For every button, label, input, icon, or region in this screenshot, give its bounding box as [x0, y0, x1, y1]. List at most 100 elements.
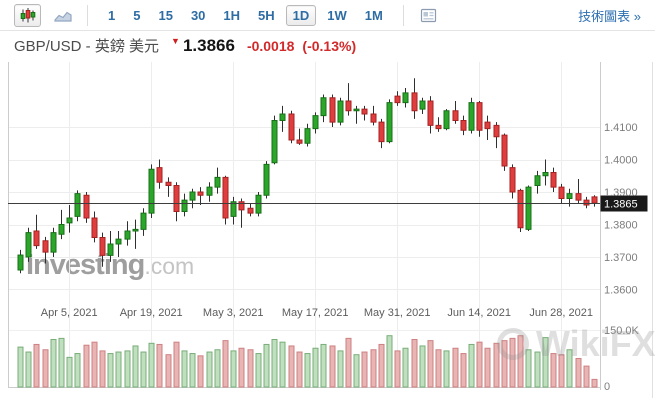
candle-body [263, 163, 270, 196]
timeframe-button-1W[interactable]: 1W [320, 5, 354, 26]
volume-bar [247, 349, 254, 388]
volume-bar [435, 349, 442, 388]
volume-bar [33, 343, 40, 388]
volume-bar [558, 354, 565, 388]
volume-bar [74, 353, 81, 388]
y-axis-label: 1.4100 [604, 122, 638, 134]
candle-body [583, 199, 590, 206]
candle-body [386, 102, 393, 143]
candle-body [91, 217, 98, 238]
candle-body [99, 237, 106, 256]
timeframe-button-5[interactable]: 5 [126, 5, 147, 26]
candle-body [320, 97, 327, 117]
volume-bar [312, 347, 319, 388]
candle-body [509, 167, 516, 193]
candle-body [230, 201, 237, 217]
candle-body [591, 196, 598, 204]
timeframe-button-1[interactable]: 1 [101, 5, 122, 26]
candle-body [435, 124, 442, 130]
timeframe-button-1M[interactable]: 1M [358, 5, 390, 26]
volume-bar [411, 339, 418, 388]
x-axis-label: May 17, 2021 [282, 307, 349, 319]
candle-body [566, 193, 573, 199]
volume-bar [197, 355, 204, 388]
candle-body [58, 224, 65, 235]
chart-toolbar: 1 5 15 30 1H 5H 1D 1W 1M 技術圖表 » [0, 0, 655, 31]
y-axis-label: 1.3700 [604, 252, 638, 264]
volume-bar [534, 351, 541, 388]
timeframe-button-1H[interactable]: 1H [216, 5, 247, 26]
volume-bar [58, 337, 65, 388]
x-axis-label: Jun 28, 2021 [529, 307, 593, 319]
timeframe-button-15[interactable]: 15 [151, 5, 179, 26]
candle-body [312, 115, 319, 130]
volume-bar [140, 351, 147, 388]
candle-body [247, 207, 254, 214]
volume-bar [181, 350, 188, 388]
candle-body [279, 113, 286, 121]
volume-bar [50, 339, 57, 388]
timeframe-button-30[interactable]: 30 [184, 5, 212, 26]
volume-bar [115, 351, 122, 388]
candle-body [484, 121, 491, 130]
volume-bar [107, 353, 114, 388]
x-axis-label: Apr 19, 2021 [120, 307, 183, 319]
volume-bar [468, 343, 475, 388]
price-change: -0.0018 [246, 37, 295, 54]
volume-bar [66, 356, 73, 388]
technical-chart-link[interactable]: 技術圖表 » [578, 8, 641, 24]
candle-body [288, 113, 295, 141]
candle-body [558, 186, 565, 199]
volume-bar [214, 349, 221, 388]
volume-bar [173, 341, 180, 388]
price-tag: 1.3865 [600, 195, 648, 212]
volume-bar [345, 337, 352, 388]
investing-watermark-suffix: .com [144, 253, 195, 279]
chart-area: Investing.com 1.3865 1.4100 1.4000 1.3900 1.… [0, 60, 655, 404]
volume-bar [148, 342, 155, 388]
candle-body [222, 176, 229, 219]
candle-body [476, 102, 483, 131]
news-panel-button[interactable] [415, 4, 442, 27]
candle-body [124, 230, 131, 240]
price-chart[interactable]: 1.3865 1.4100 1.4000 1.3900 1.3800 1.3700 1.36… [0, 60, 655, 404]
x-axis-label: Apr 5, 2021 [41, 307, 98, 319]
volume-bar [255, 353, 262, 388]
candle-body [296, 139, 303, 144]
candle-body [378, 121, 385, 143]
volume-bar [124, 350, 131, 388]
volume-bar [452, 347, 459, 388]
volume-bar [476, 341, 483, 388]
volume-bar [493, 342, 500, 388]
candle-body [534, 175, 541, 186]
candle-body [271, 120, 278, 164]
volume-bar [288, 345, 295, 388]
candle-body [148, 168, 155, 214]
last-price: 1.3866 [182, 35, 235, 55]
candle-body [197, 191, 204, 196]
candle-body [501, 134, 508, 167]
wikifx-watermark: WikiFX [497, 326, 655, 362]
volume-bar [17, 346, 24, 388]
line-chart-button[interactable] [49, 4, 76, 27]
volume-bar [394, 350, 401, 388]
volume-bar [99, 350, 106, 388]
timeframe-button-5H[interactable]: 5H [251, 5, 282, 26]
volume-bars [17, 335, 598, 388]
candlestick-chart-button[interactable] [14, 3, 41, 27]
candle-body [394, 95, 401, 104]
volume-bar [238, 347, 245, 388]
news-panel-icon [420, 8, 436, 22]
candle-body [550, 172, 557, 188]
price-change-pct: (-0.13%) [302, 37, 357, 54]
volume-bar [460, 353, 467, 388]
timeframe-button-1D[interactable]: 1D [285, 4, 317, 26]
investing-watermark: Investing.com [26, 251, 194, 280]
x-axis-label: May 3, 2021 [203, 307, 264, 319]
candle-body [83, 194, 90, 219]
candle-body [411, 92, 418, 112]
volume-bar [296, 351, 303, 388]
x-axis-label: May 31, 2021 [364, 307, 431, 319]
price-down-arrow-icon: ▼ [171, 35, 180, 46]
candle-body [42, 240, 49, 253]
